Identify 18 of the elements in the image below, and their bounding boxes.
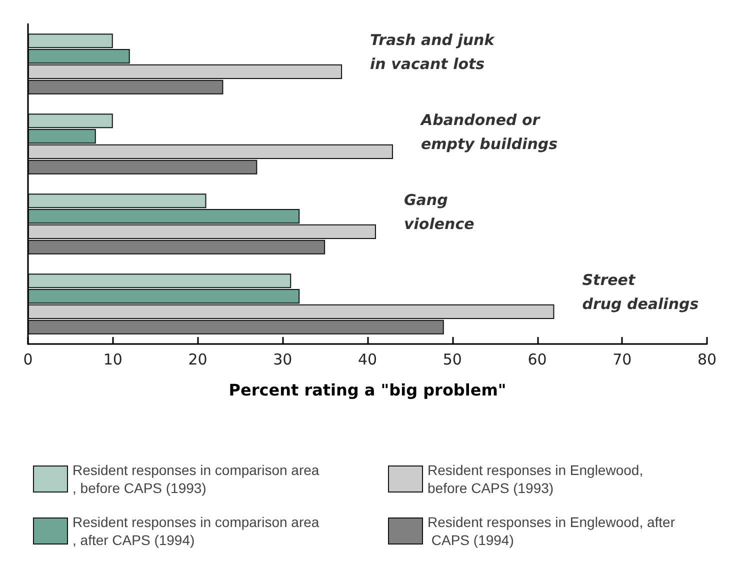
x-tick-label: 40: [358, 350, 378, 368]
y-tick-label: Trash and junk in vacant lots: [370, 31, 496, 73]
legend-label: Resident responses in comparison area, before CAPS (1993): [72, 462, 320, 496]
legend-label: Resident responses in Englewood, before CAPS (1993): [428, 462, 647, 496]
x-tick-label: 80: [697, 350, 717, 368]
x-tick-label: 10: [103, 350, 122, 368]
x-tick-label: 20: [188, 350, 208, 368]
y-tick-label: Street drug dealings: [582, 271, 699, 313]
legend-label: Resident responses in comparison area, after CAPS (1994): [72, 514, 320, 548]
legend-label: Resident responses in Englewood, after CAPS (1994): [428, 514, 676, 548]
x-tick-label: 0: [23, 350, 33, 368]
y-tick-label: Gang violence: [404, 191, 474, 233]
y-tick-label: Abandoned or empty buildings: [420, 111, 558, 153]
x-tick-label: 30: [273, 350, 292, 368]
x-tick-label: 70: [612, 350, 632, 368]
x-axis-title: Percent rating a "big problem": [228, 380, 506, 400]
x-tick-label: 60: [528, 350, 547, 368]
x-tick-label: 50: [442, 350, 462, 368]
